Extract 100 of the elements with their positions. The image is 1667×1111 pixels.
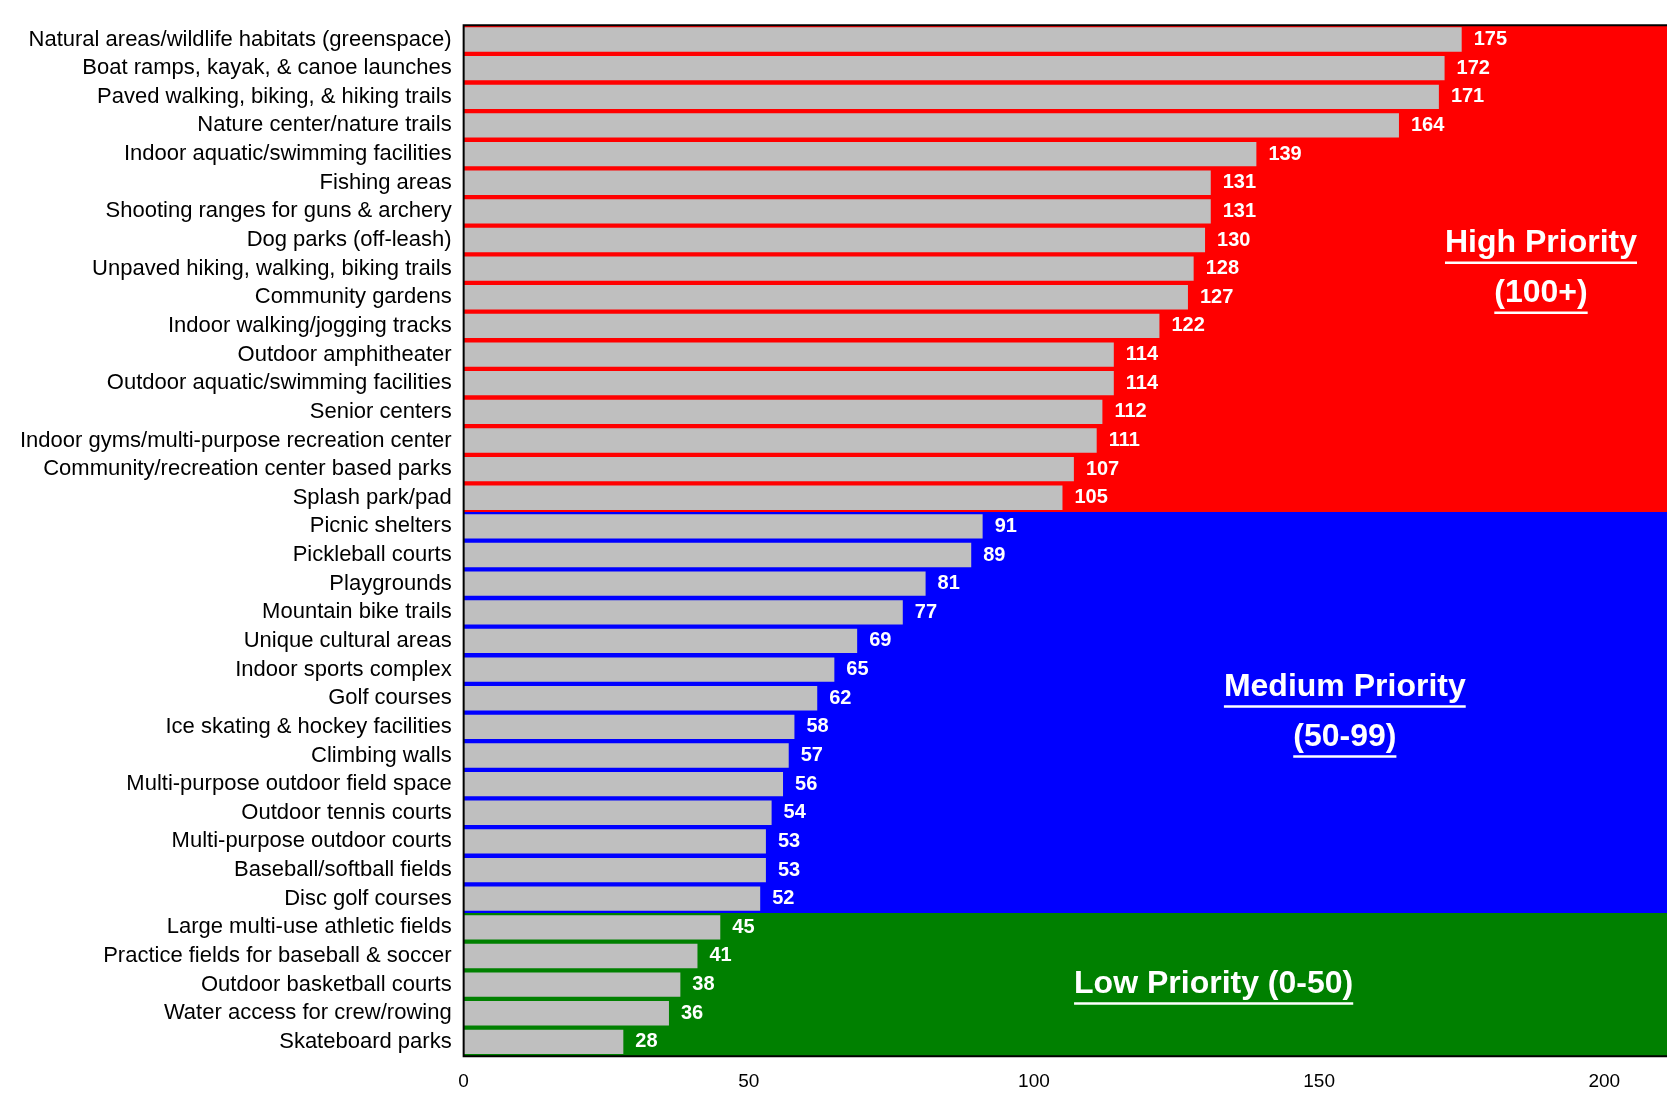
data-label: 41 xyxy=(709,943,732,966)
bar xyxy=(463,714,795,740)
bar xyxy=(463,686,818,711)
y-tick-label: Multi-purpose outdoor field space xyxy=(126,770,452,796)
bar xyxy=(463,800,772,825)
bar xyxy=(463,285,1188,310)
bar xyxy=(463,514,983,539)
y-tick-label: Outdoor aquatic/swimming facilities xyxy=(106,369,452,395)
y-tick-label: Unpaved hiking, walking, biking trails xyxy=(92,254,452,280)
data-label: 127 xyxy=(1199,284,1234,307)
data-label: 58 xyxy=(806,714,829,737)
data-label: 107 xyxy=(1085,456,1120,479)
data-label: 69 xyxy=(869,628,892,651)
data-label: 89 xyxy=(983,542,1006,565)
x-tick-label: 100 xyxy=(1018,1069,1050,1091)
bar xyxy=(463,456,1074,482)
band-label: Medium Priority (50-99) xyxy=(1223,667,1466,754)
data-label: 54 xyxy=(783,800,807,823)
y-tick-label: Practice fields for baseball & soccer xyxy=(103,942,452,968)
y-tick-label: Paved walking, biking, & hiking trails xyxy=(97,82,452,108)
y-tick-label: Mountain bike trails xyxy=(262,598,452,624)
bar xyxy=(463,313,1160,339)
data-label: 175 xyxy=(1473,27,1508,50)
bar xyxy=(463,943,698,969)
data-label: 139 xyxy=(1268,141,1302,164)
bar xyxy=(463,170,1211,195)
data-label: 91 xyxy=(994,513,1017,536)
bar xyxy=(463,829,766,854)
data-label: 56 xyxy=(795,771,818,794)
data-label: 122 xyxy=(1171,313,1205,336)
data-label: 36 xyxy=(680,1000,704,1023)
bar xyxy=(463,371,1114,396)
y-tick-label: Picnic shelters xyxy=(309,512,452,538)
y-tick-label: Unique cultural areas xyxy=(243,627,452,652)
y-tick-label: Climbing walls xyxy=(311,741,452,767)
y-tick-label: Skateboard parks xyxy=(279,1027,452,1053)
data-label: 53 xyxy=(777,857,801,880)
data-label: 105 xyxy=(1074,485,1108,508)
y-tick-label: Nature center/nature trails xyxy=(197,111,452,137)
y-tick-label: Fishing areas xyxy=(319,168,452,194)
data-label: 77 xyxy=(914,599,938,622)
y-tick-label: Playgrounds xyxy=(329,569,452,595)
data-label: 172 xyxy=(1456,55,1490,78)
y-tick-label: Outdoor tennis courts xyxy=(241,798,452,824)
y-tick-label: Ice skating & hockey facilities xyxy=(165,712,452,738)
y-tick-label: Natural areas/wildlife habitats (greenspace) xyxy=(28,25,452,51)
y-tick-label: Indoor gyms/multi-purpose recreation center xyxy=(19,426,452,452)
x-tick-label: 0 xyxy=(458,1069,469,1091)
bar xyxy=(463,27,1462,52)
bar xyxy=(463,342,1114,367)
bar xyxy=(463,141,1257,167)
bar xyxy=(463,227,1206,253)
bar xyxy=(463,600,903,625)
y-tick-label: Indoor sports complex xyxy=(235,655,452,681)
y-tick-label: Large multi-use athletic fields xyxy=(166,913,452,939)
bar xyxy=(463,915,721,940)
y-tick-label: Senior centers xyxy=(309,397,452,423)
y-tick-label: Community gardens xyxy=(254,283,452,309)
data-label: 131 xyxy=(1222,198,1257,221)
bar xyxy=(463,886,761,911)
bar xyxy=(463,1029,624,1055)
bar xyxy=(463,743,789,768)
y-tick-label: Outdoor amphitheater xyxy=(237,340,452,366)
data-label: 65 xyxy=(846,657,869,680)
data-label: 131 xyxy=(1222,170,1257,193)
bar xyxy=(463,399,1103,424)
y-tick-label: Outdoor basketball courts xyxy=(200,970,452,996)
y-tick-label: Golf courses xyxy=(328,684,452,710)
data-label: 81 xyxy=(937,571,960,594)
data-label: 57 xyxy=(800,743,823,766)
data-label: 112 xyxy=(1114,399,1147,422)
y-tick-label: Indoor aquatic/swimming facilities xyxy=(123,140,452,166)
bar xyxy=(463,113,1399,138)
band-label: High Priority (100+) xyxy=(1444,223,1638,310)
bar xyxy=(463,657,835,682)
y-tick-label: Boat ramps, kayak, & canoe launches xyxy=(82,54,452,80)
data-label: 28 xyxy=(635,1029,658,1052)
y-tick-label: Indoor walking/jogging tracks xyxy=(167,311,452,337)
bar xyxy=(463,84,1439,109)
y-tick-label: Water access for crew/rowing xyxy=(163,999,452,1025)
bar xyxy=(463,542,972,568)
bar xyxy=(463,857,766,883)
y-tick-label: Dog parks (off-leash) xyxy=(246,226,452,252)
x-tick-label: 150 xyxy=(1303,1069,1335,1091)
y-tick-label: Shooting ranges for guns & archery xyxy=(105,197,452,223)
data-label: 164 xyxy=(1410,112,1446,135)
y-tick-label: Splash park/pad xyxy=(292,483,452,509)
x-tick-label: 50 xyxy=(738,1069,760,1091)
x-tick-label: 200 xyxy=(1588,1069,1621,1091)
y-tick-label: Disc golf courses xyxy=(284,884,452,910)
data-label: 128 xyxy=(1205,256,1240,279)
bar xyxy=(463,55,1445,81)
bar xyxy=(463,571,926,596)
data-label: 38 xyxy=(692,972,715,995)
bar xyxy=(463,199,1211,224)
data-label: 53 xyxy=(777,828,801,851)
bar xyxy=(463,628,858,654)
bar xyxy=(463,972,681,997)
bar xyxy=(463,771,784,797)
data-label: 171 xyxy=(1450,84,1485,107)
